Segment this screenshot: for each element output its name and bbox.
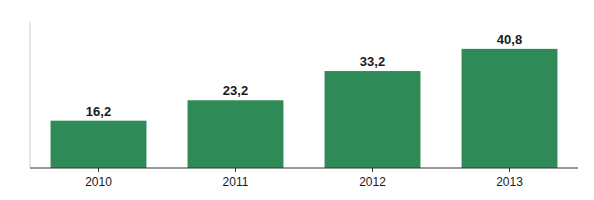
x-axis-line [30, 168, 578, 169]
x-tick [98, 168, 99, 172]
chart-container: 2010 2011 2012 2013 16,2 23,2 33,2 40,8 [0, 0, 594, 200]
data-label: 40,8 [497, 32, 522, 47]
data-label: 33,2 [360, 54, 385, 69]
chart: 2010 2011 2012 2013 16,2 23,2 33,2 40,8 [0, 0, 594, 200]
x-tick-label: 2012 [359, 175, 386, 189]
bar [325, 71, 421, 168]
bar [51, 121, 147, 168]
x-tick [235, 168, 236, 172]
x-tick-label: 2013 [496, 175, 523, 189]
bars [51, 49, 558, 168]
bar [188, 100, 284, 168]
x-tick-label: 2011 [223, 175, 249, 189]
data-label: 16,2 [86, 104, 111, 119]
x-tick-label: 2010 [85, 175, 112, 189]
data-label: 23,2 [223, 83, 248, 98]
x-tick [372, 168, 373, 172]
bar [462, 49, 558, 168]
y-axis-line [30, 22, 31, 168]
x-tick [509, 168, 510, 172]
